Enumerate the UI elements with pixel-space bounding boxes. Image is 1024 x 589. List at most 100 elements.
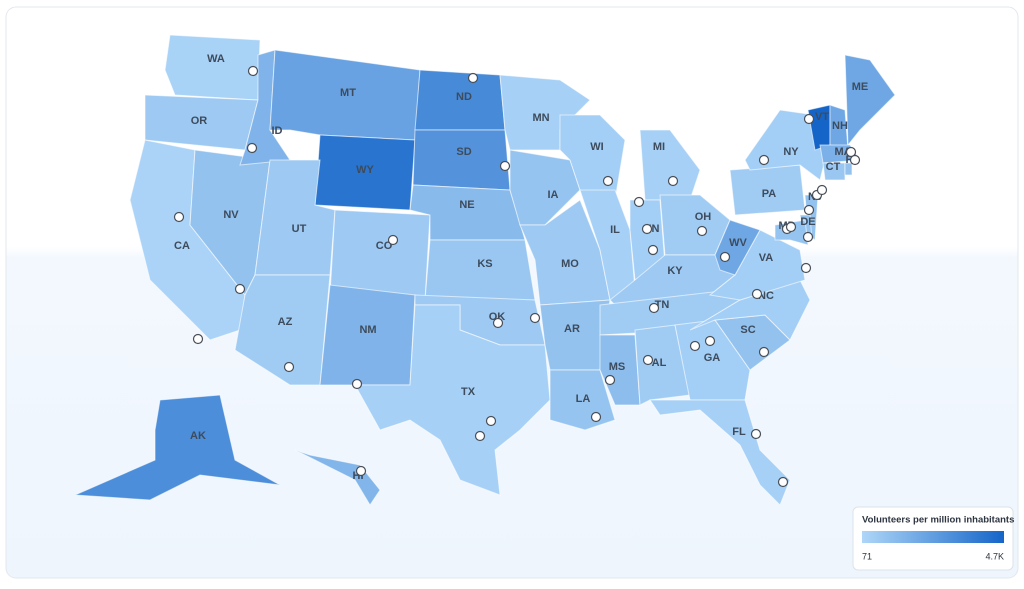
states [74, 34, 896, 506]
state-label: WV [729, 237, 747, 249]
state-label: AL [652, 357, 667, 369]
marker [499, 160, 511, 172]
marker [803, 204, 815, 216]
marker [667, 175, 679, 187]
marker [246, 142, 258, 154]
state-label: WI [590, 141, 603, 153]
state-label: AR [564, 323, 580, 335]
state-label: IL [610, 224, 620, 236]
marker [689, 340, 701, 352]
marker [387, 234, 399, 246]
marker [234, 283, 246, 295]
marker [474, 430, 486, 442]
marker [492, 317, 504, 329]
marker [751, 288, 763, 300]
state-label: DE [800, 216, 815, 228]
state-label: NE [459, 199, 474, 211]
marker [529, 312, 541, 324]
marker [641, 223, 653, 235]
marker [355, 465, 367, 477]
state-label: UT [292, 223, 307, 235]
state [639, 129, 701, 201]
state-label: IN [649, 223, 660, 235]
state-label: VA [759, 252, 774, 264]
marker [719, 251, 731, 263]
state-label: CT [826, 161, 841, 173]
legend-title: Volunteers per million inhabitants [862, 515, 1014, 526]
state [424, 239, 536, 301]
marker [283, 361, 295, 373]
state-label: HI [353, 470, 364, 482]
marker [803, 113, 815, 125]
legend-max: 4.7K [985, 551, 1004, 561]
marker [633, 196, 645, 208]
state-label: NM [359, 324, 376, 336]
state-label: FL [732, 426, 746, 438]
marker [602, 175, 614, 187]
legend-min: 71 [862, 551, 872, 561]
state-label: NH [832, 120, 848, 132]
marker [648, 302, 660, 314]
state [74, 394, 281, 501]
state-label: MT [340, 87, 356, 99]
state-label: KS [477, 258, 492, 270]
state-label: ID [272, 125, 283, 137]
state-label: MO [561, 258, 579, 270]
marker [800, 262, 812, 274]
marker [696, 225, 708, 237]
state-label: NC [758, 290, 774, 302]
marker [604, 374, 616, 386]
marker [590, 411, 602, 423]
state-label: OR [191, 115, 208, 127]
state-label: CA [174, 240, 190, 252]
location-markers [173, 65, 861, 488]
marker [647, 244, 659, 256]
marker [467, 72, 479, 84]
state-label: AK [190, 430, 206, 442]
marker [802, 231, 814, 243]
marker [758, 154, 770, 166]
state [354, 304, 551, 496]
legend: Volunteers per million inhabitants 71 4.… [852, 506, 1014, 571]
marker [173, 211, 185, 223]
state-label: MS [609, 361, 626, 373]
state-label: VT [815, 111, 829, 123]
state-label: NV [223, 209, 239, 221]
state-label: ND [456, 91, 472, 103]
state-label: PA [762, 188, 777, 200]
marker [785, 221, 797, 233]
state-label: MN [532, 112, 549, 124]
marker [642, 354, 654, 366]
legend-scale [862, 531, 1004, 543]
state [294, 449, 381, 506]
state [634, 324, 691, 406]
state-label: CO [376, 240, 393, 252]
marker [247, 65, 259, 77]
state [649, 399, 791, 506]
marker [758, 346, 770, 358]
state [412, 129, 511, 191]
state-label: OH [695, 211, 712, 223]
marker [351, 378, 363, 390]
marker [750, 428, 762, 440]
state [234, 274, 331, 386]
state [164, 34, 261, 101]
state [844, 54, 896, 147]
state [599, 334, 641, 406]
state-label: GA [704, 352, 721, 364]
marker [485, 415, 497, 427]
state [822, 162, 846, 181]
state-label: AZ [278, 316, 293, 328]
marker [816, 184, 828, 196]
state-label: LA [576, 393, 591, 405]
marker [704, 335, 716, 347]
marker [845, 146, 857, 158]
state [844, 162, 853, 176]
state-label: TX [461, 386, 476, 398]
state-label: ME [852, 81, 869, 93]
state-label: SC [740, 324, 755, 336]
state-label: MI [653, 141, 665, 153]
marker [777, 476, 789, 488]
marker [849, 154, 861, 166]
